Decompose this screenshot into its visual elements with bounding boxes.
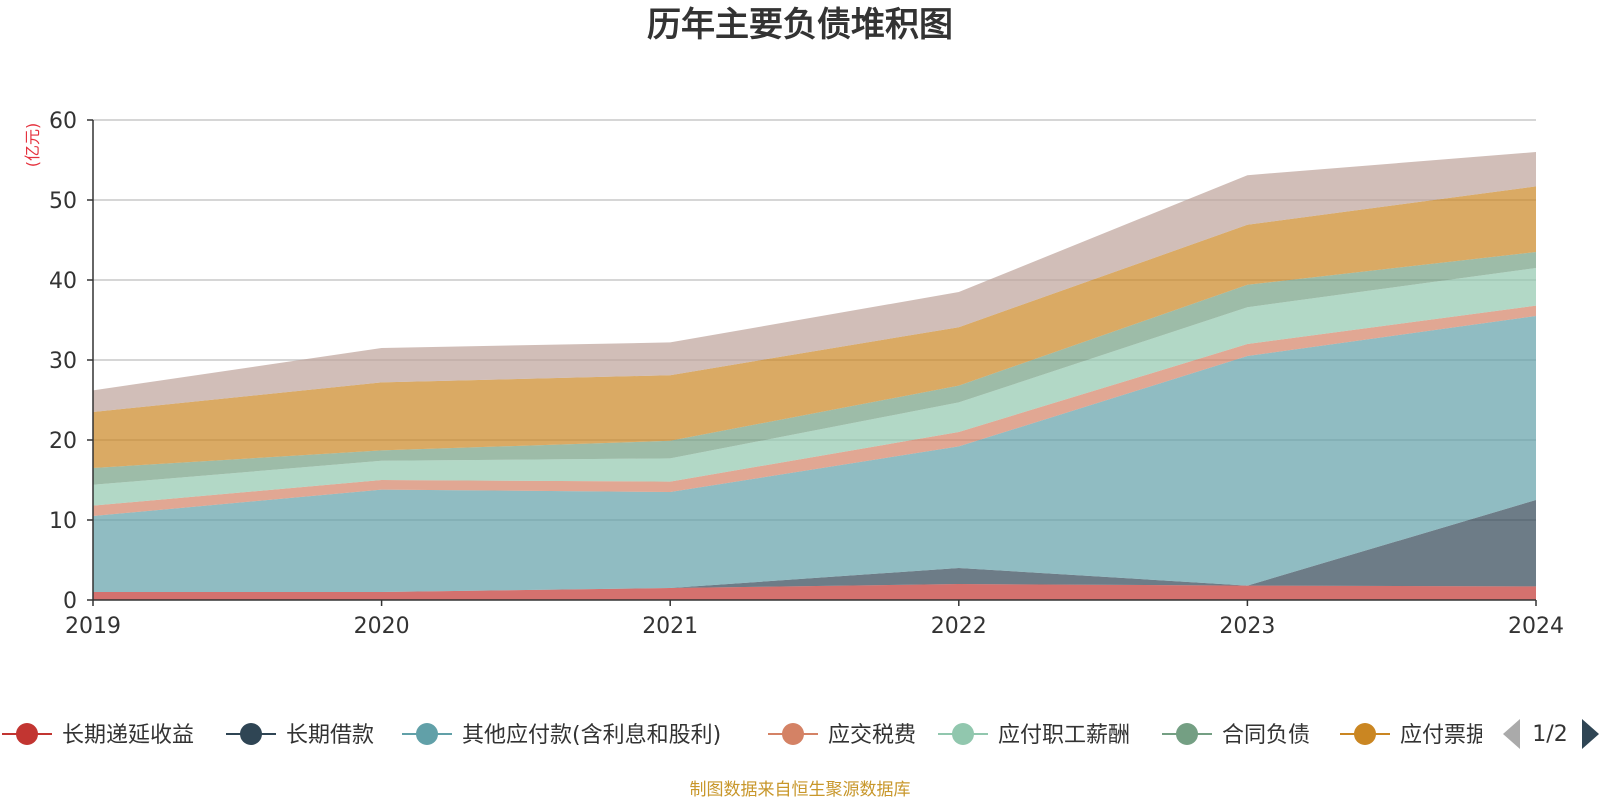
area-series-1 bbox=[93, 500, 1536, 592]
area-series-7 bbox=[93, 152, 1536, 412]
y-tick-label: 10 bbox=[49, 509, 77, 534]
legend-marker-icon bbox=[416, 723, 438, 745]
legend-item[interactable]: 长期借款 bbox=[226, 723, 374, 748]
x-tick-label: 2019 bbox=[65, 614, 121, 639]
legend-label: 其他应付款(含利息和股利) bbox=[462, 723, 721, 748]
area-series-3 bbox=[93, 305, 1536, 516]
y-axis-unit-label: (亿元) bbox=[23, 123, 42, 168]
axes: 0 10 20 30 40 50 60 2019 2020 2021 2022 2023 2024 bbox=[49, 109, 1564, 639]
legend-pager: 1/2 bbox=[1503, 719, 1599, 749]
legend-page-indicator: 1/2 bbox=[1532, 722, 1567, 747]
legend-item[interactable]: 应交税费 bbox=[768, 723, 916, 748]
area-series-0 bbox=[93, 584, 1536, 600]
x-tick-label: 2020 bbox=[354, 614, 410, 639]
y-tick-label: 60 bbox=[49, 109, 77, 134]
legend-label: 长期借款 bbox=[286, 723, 374, 748]
legend-marker-icon bbox=[1354, 723, 1376, 745]
legend-label: 应付票据 bbox=[1400, 723, 1488, 748]
x-tick-label: 2022 bbox=[931, 614, 987, 639]
legend-label: 长期递延收益 bbox=[62, 723, 194, 748]
stacked-areas bbox=[93, 152, 1536, 600]
y-tick-label: 30 bbox=[49, 349, 77, 374]
data-source-note: 制图数据来自恒生聚源数据库 bbox=[690, 780, 911, 800]
area-series-4 bbox=[93, 268, 1536, 506]
legend-marker-icon bbox=[240, 723, 262, 745]
legend-label: 合同负债 bbox=[1222, 723, 1310, 748]
area-series-2 bbox=[93, 316, 1536, 592]
legend-label: 应付职工薪酬 bbox=[998, 723, 1130, 748]
legend-marker-icon bbox=[952, 723, 974, 745]
legend-item[interactable]: 合同负债 bbox=[1162, 723, 1310, 748]
x-tick-label: 2024 bbox=[1508, 614, 1564, 639]
legend-item[interactable]: 应付职工薪酬 bbox=[938, 723, 1130, 748]
y-tick-label: 20 bbox=[49, 429, 77, 454]
legend: 长期递延收益 长期借款 其他应付款(含利息和股利) 应交税费 应付职工薪酬 合同负债 应付票… bbox=[2, 723, 1488, 748]
x-tick-label: 2021 bbox=[642, 614, 698, 639]
legend-marker-icon bbox=[16, 723, 38, 745]
y-tick-label: 50 bbox=[49, 189, 77, 214]
legend-marker-icon bbox=[1176, 723, 1198, 745]
legend-item[interactable]: 其他应付款(含利息和股利) bbox=[402, 723, 721, 748]
y-tick-label: 40 bbox=[49, 269, 77, 294]
x-tick-label: 2023 bbox=[1219, 614, 1275, 639]
legend-prev-page-icon[interactable] bbox=[1503, 719, 1520, 749]
legend-item[interactable]: 长期递延收益 bbox=[2, 723, 194, 748]
y-tick-label: 0 bbox=[63, 589, 77, 614]
legend-item[interactable]: 应付票据 bbox=[1340, 723, 1488, 748]
area-series-5 bbox=[93, 252, 1536, 485]
chart-title: 历年主要负债堆积图 bbox=[647, 5, 953, 45]
legend-next-page-icon[interactable] bbox=[1582, 719, 1599, 749]
area-series-6 bbox=[93, 186, 1536, 468]
legend-label: 应交税费 bbox=[828, 723, 916, 748]
legend-marker-icon bbox=[782, 723, 804, 745]
